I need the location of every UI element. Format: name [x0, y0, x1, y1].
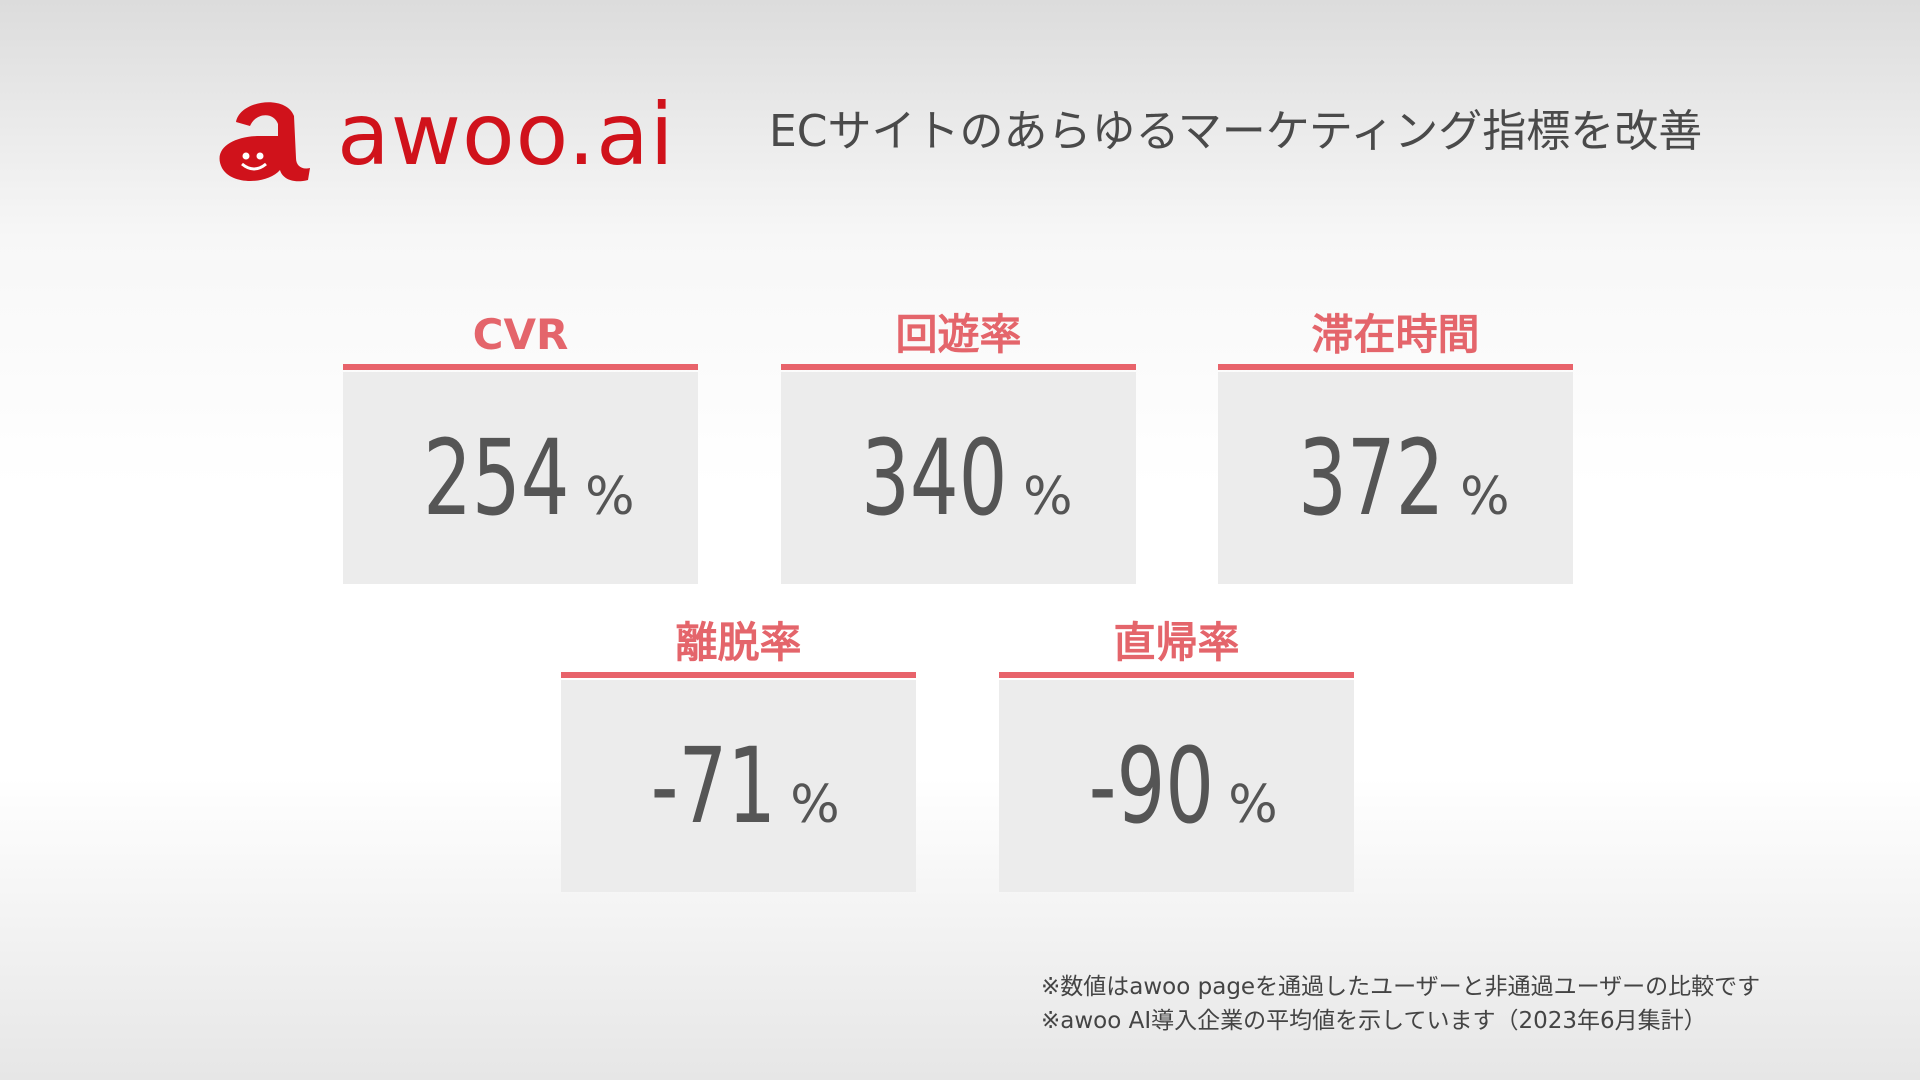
card-value: 340: [860, 417, 1007, 539]
card-unit: %: [585, 467, 635, 527]
tagline: ECサイトのあらゆるマーケティング指標を改善: [769, 106, 1703, 157]
card-label: 離脱率: [675, 618, 802, 667]
card-box: 340%: [781, 372, 1136, 584]
card-label: 滞在時間: [1311, 310, 1480, 359]
card-label: 回遊率: [895, 310, 1022, 359]
card-unit: %: [1023, 467, 1073, 527]
card-value: 372: [1297, 417, 1444, 539]
card-line: [1218, 364, 1573, 370]
card-box: 372%: [1218, 372, 1573, 584]
card-unit: %: [790, 775, 840, 835]
card-value: -90: [1089, 725, 1215, 847]
card-line: [781, 364, 1136, 370]
card-value: 254: [422, 417, 569, 539]
footnote: ※awoo AI導入企業の平均値を示しています（2023年6月集計）: [1041, 1008, 1707, 1034]
card-unit: %: [1460, 467, 1510, 527]
logo-text: awoo.ai: [337, 85, 675, 185]
card-figure: 254%: [407, 426, 635, 530]
card-figure: -90%: [1075, 734, 1277, 838]
card-unit: %: [1228, 775, 1278, 835]
card-value: -71: [651, 725, 777, 847]
card-label: 直帰率: [1113, 618, 1240, 667]
card-label: CVR: [472, 310, 569, 359]
card-figure: -71%: [637, 734, 839, 838]
card-line: [561, 672, 916, 678]
card-box: -71%: [561, 680, 916, 892]
card-box: 254%: [343, 372, 698, 584]
card-box: -90%: [999, 680, 1354, 892]
logo-icon: [219, 102, 310, 182]
card-line: [999, 672, 1354, 678]
card-figure: 340%: [845, 426, 1073, 530]
footnote: ※数値はawoo pageを通過したユーザーと非通過ユーザーの比較です: [1041, 974, 1761, 1000]
card-figure: 372%: [1282, 426, 1510, 530]
card-line: [343, 364, 698, 370]
